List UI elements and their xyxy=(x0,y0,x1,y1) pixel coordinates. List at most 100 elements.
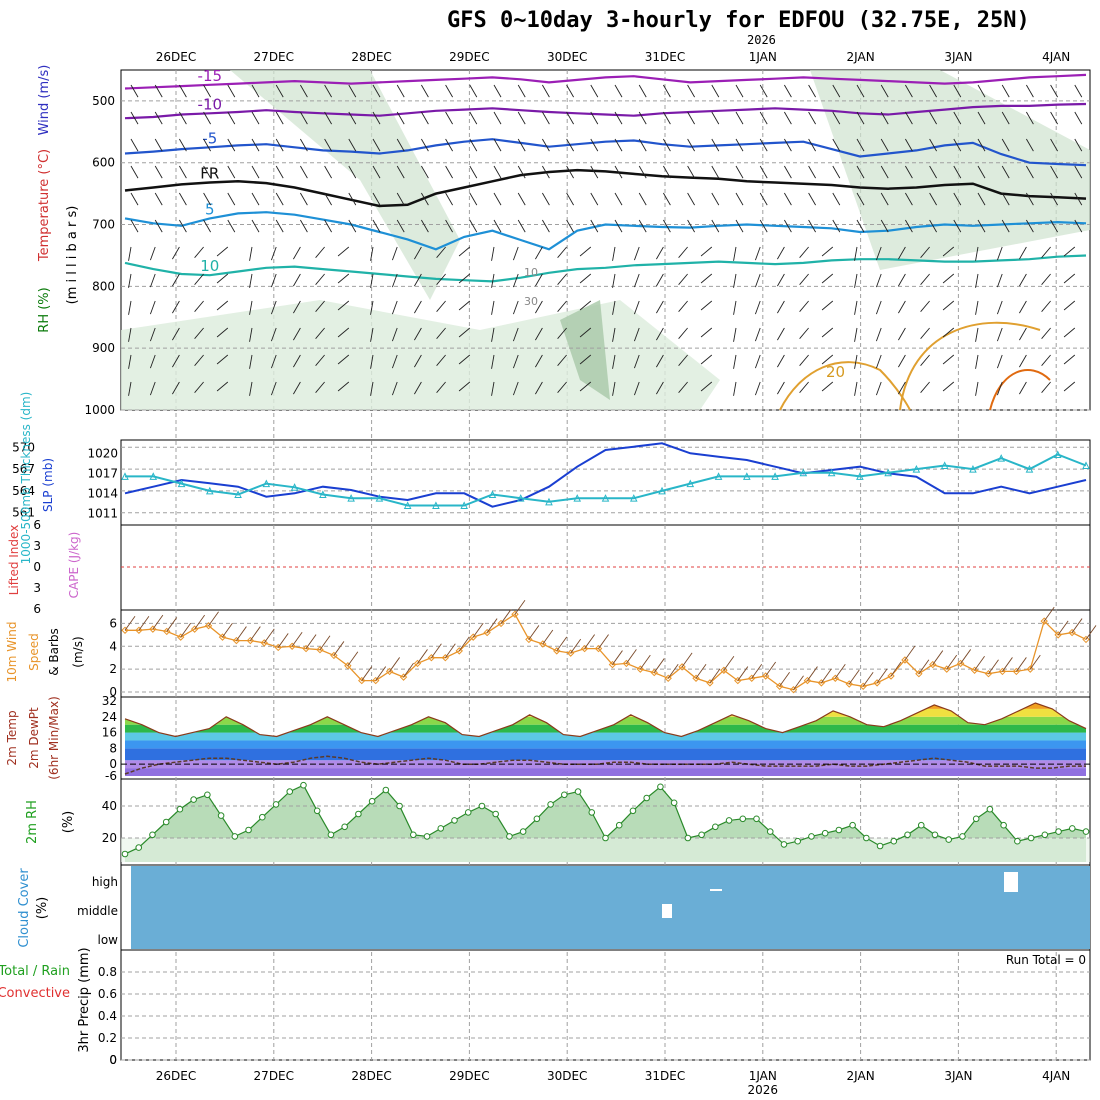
wind-barb-10m xyxy=(389,657,400,672)
wind-barb xyxy=(821,246,834,257)
wind-barb xyxy=(149,246,156,261)
wind-barb xyxy=(249,300,253,315)
rh-marker xyxy=(492,810,499,818)
wind-barb-10m xyxy=(124,616,136,631)
wind-barb xyxy=(421,165,429,179)
wind-barb xyxy=(777,246,785,260)
temp-band xyxy=(125,768,1086,776)
wind-speed-marker xyxy=(232,636,241,645)
wind-barb xyxy=(1026,138,1034,152)
wind-barb xyxy=(130,111,139,125)
rh-marker xyxy=(519,828,527,835)
wind-barb xyxy=(203,111,211,125)
date-label-bottom: 2JAN xyxy=(847,1069,875,1083)
wind-barb xyxy=(905,219,913,233)
wind-barb xyxy=(396,138,405,152)
rh-marker xyxy=(1027,834,1035,842)
wind-barb-10m xyxy=(1057,620,1069,636)
wind-barb xyxy=(1026,84,1034,98)
wind-barb xyxy=(535,381,543,395)
wind-barb xyxy=(372,84,381,98)
isotherm-line xyxy=(124,73,1087,90)
wind-barb xyxy=(458,327,471,338)
wind-barb xyxy=(493,219,502,233)
wind-barb-10m xyxy=(862,672,874,687)
wind-barb xyxy=(808,165,816,179)
wind-barb xyxy=(977,219,986,233)
wind-barb xyxy=(1063,273,1076,284)
wind-barb-10m xyxy=(667,664,679,679)
wind-barb xyxy=(396,165,405,179)
wind-barb xyxy=(711,138,720,152)
wind-barb xyxy=(324,219,332,233)
wind-barb-10m xyxy=(946,654,958,670)
wind-barb xyxy=(678,300,688,313)
wind-barb xyxy=(799,300,809,313)
wind-barb xyxy=(491,354,495,369)
wind-barb xyxy=(638,111,647,125)
wind-barb xyxy=(996,273,1003,288)
wind-barb-10m xyxy=(932,650,944,665)
wind-barb xyxy=(491,327,495,342)
wind-barb xyxy=(687,165,695,179)
wind-speed-marker xyxy=(929,660,937,669)
wind-barb xyxy=(1063,354,1076,365)
wind-barb xyxy=(929,192,937,206)
rh-marker xyxy=(506,833,513,840)
wind-barb xyxy=(942,354,955,365)
wind-barb xyxy=(929,84,937,98)
wind-barb xyxy=(436,300,446,313)
wind-barb xyxy=(469,165,478,179)
wind-barb xyxy=(612,354,616,369)
wind-barb xyxy=(414,354,422,368)
wind-barb xyxy=(337,354,350,365)
ylabel-rh-unit: (%) xyxy=(61,811,76,834)
rh-marker xyxy=(135,844,143,851)
wind-speed-marker xyxy=(873,679,881,687)
wind-tick-label: 0 xyxy=(109,685,117,699)
wind-barb xyxy=(324,111,332,125)
temp-tick-label: 0 xyxy=(109,757,117,771)
wind-barb xyxy=(566,111,574,125)
wind-barb xyxy=(542,84,550,98)
wind-barb xyxy=(469,138,478,152)
wind-speed-marker xyxy=(177,633,185,641)
year-label-top: 2026 xyxy=(747,33,776,47)
rh-marker xyxy=(808,833,815,840)
wind-barb xyxy=(856,192,865,206)
wind-barb xyxy=(821,327,834,338)
wind-barb xyxy=(172,354,180,368)
rh-marker xyxy=(547,801,554,808)
wind-barb xyxy=(1050,165,1058,179)
wind-barb xyxy=(249,354,253,369)
thickness-marker xyxy=(686,479,695,488)
wind-barb xyxy=(557,273,567,286)
wind-barb xyxy=(663,111,671,125)
wind-barb xyxy=(275,192,284,206)
pressure-tick-label: 700 xyxy=(92,218,115,232)
wind-barb-10m xyxy=(918,659,930,674)
rh-low-band xyxy=(121,838,1090,862)
wind-barb-10m xyxy=(500,609,512,624)
wind-barb xyxy=(638,165,647,179)
wind-speed-marker xyxy=(204,622,213,630)
wind-speed-marker xyxy=(441,654,450,662)
wind-barb xyxy=(754,246,761,261)
wind-barb xyxy=(275,138,284,152)
wind-barb xyxy=(700,327,713,338)
rh-marker xyxy=(643,794,650,802)
wind-barb xyxy=(1074,192,1083,206)
wind-barb xyxy=(633,381,640,396)
wind-barb xyxy=(154,111,163,125)
cloud-gap xyxy=(662,904,672,918)
wind-barb xyxy=(458,354,471,365)
pressure-tick-label: 1000 xyxy=(84,403,115,417)
wind-speed-marker xyxy=(385,667,394,676)
wind-barb xyxy=(614,219,623,233)
wind-barb-10m xyxy=(431,643,442,658)
rh-marker xyxy=(396,802,403,810)
wind-barb xyxy=(633,273,640,288)
wind-barb xyxy=(216,327,229,338)
wind-barb xyxy=(754,354,761,369)
wind-barb xyxy=(249,273,253,288)
